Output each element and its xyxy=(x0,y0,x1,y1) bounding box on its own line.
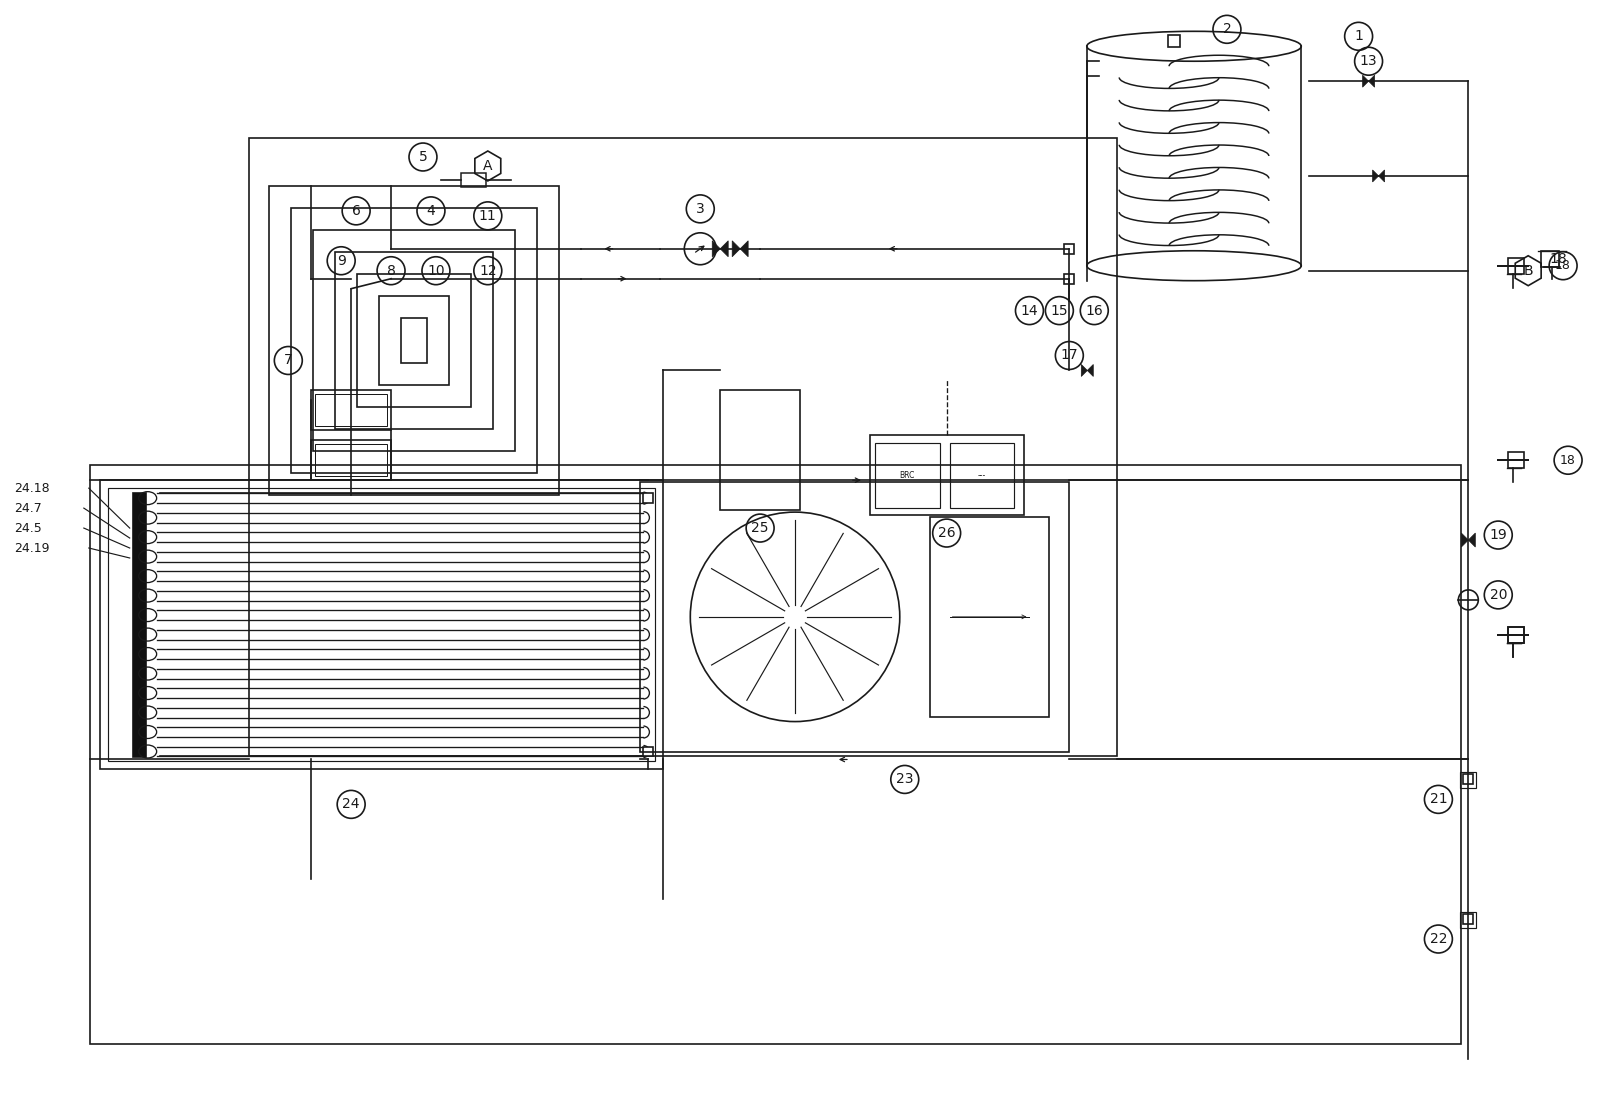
Bar xyxy=(401,317,427,364)
Text: 24.19: 24.19 xyxy=(15,542,50,554)
Polygon shape xyxy=(1372,170,1379,181)
Bar xyxy=(311,440,392,480)
Text: 16: 16 xyxy=(1086,304,1103,317)
Text: 7: 7 xyxy=(283,354,293,367)
Bar xyxy=(291,208,537,473)
Text: 3: 3 xyxy=(696,202,705,216)
Text: 11: 11 xyxy=(479,209,497,222)
Polygon shape xyxy=(1469,533,1476,547)
Bar xyxy=(1508,627,1524,643)
Bar xyxy=(100,480,663,770)
Text: 24.7: 24.7 xyxy=(15,502,42,514)
Polygon shape xyxy=(1362,75,1369,87)
Polygon shape xyxy=(1087,365,1094,376)
Bar xyxy=(1461,772,1476,789)
Text: ---: --- xyxy=(977,471,985,480)
Text: 13: 13 xyxy=(1359,54,1377,69)
Text: 5: 5 xyxy=(419,150,427,164)
Bar xyxy=(1463,774,1474,784)
Text: 1: 1 xyxy=(1354,29,1362,43)
Text: 10: 10 xyxy=(427,263,445,278)
Text: 8: 8 xyxy=(387,263,395,278)
Text: 18: 18 xyxy=(1555,259,1571,272)
Text: 24.18: 24.18 xyxy=(15,482,50,494)
Polygon shape xyxy=(733,241,739,257)
Bar xyxy=(91,466,1461,1044)
Bar xyxy=(930,518,1050,717)
Bar xyxy=(249,138,1116,757)
Bar xyxy=(131,492,146,758)
Bar xyxy=(314,230,515,451)
Bar xyxy=(1508,452,1524,468)
Text: B: B xyxy=(1524,263,1532,278)
Polygon shape xyxy=(720,241,728,257)
Bar xyxy=(1463,914,1474,925)
Bar xyxy=(644,493,654,503)
Text: A: A xyxy=(484,159,492,173)
Bar xyxy=(379,295,448,385)
Bar xyxy=(358,273,471,407)
Bar xyxy=(1065,273,1074,283)
Polygon shape xyxy=(1461,533,1469,547)
Bar xyxy=(1508,627,1524,643)
Bar xyxy=(870,436,1024,515)
Polygon shape xyxy=(1081,365,1087,376)
Bar xyxy=(875,444,940,508)
Bar xyxy=(720,390,799,510)
Polygon shape xyxy=(1369,75,1375,87)
Text: 18: 18 xyxy=(1550,252,1566,265)
Text: 2: 2 xyxy=(1223,22,1231,36)
Bar xyxy=(641,482,1069,751)
Bar xyxy=(1065,243,1074,253)
Bar xyxy=(1508,258,1524,273)
Text: 4: 4 xyxy=(427,204,435,218)
Polygon shape xyxy=(739,241,748,257)
Text: 21: 21 xyxy=(1430,792,1446,806)
Text: 14: 14 xyxy=(1021,304,1039,317)
Text: 23: 23 xyxy=(896,772,914,786)
Bar xyxy=(644,747,654,757)
Text: 19: 19 xyxy=(1490,528,1506,542)
Bar xyxy=(316,445,387,477)
Bar xyxy=(316,395,387,426)
Text: 12: 12 xyxy=(479,263,497,278)
Text: 24: 24 xyxy=(343,797,359,812)
Bar xyxy=(1168,35,1180,48)
Polygon shape xyxy=(1379,170,1385,181)
Polygon shape xyxy=(712,241,720,257)
Text: 9: 9 xyxy=(337,253,346,268)
Bar xyxy=(1461,912,1476,928)
Text: 15: 15 xyxy=(1050,304,1068,317)
Text: 22: 22 xyxy=(1430,932,1446,946)
Bar xyxy=(311,390,392,430)
Bar xyxy=(108,488,655,761)
Text: 26: 26 xyxy=(938,526,956,540)
Text: BRC: BRC xyxy=(900,471,914,480)
Text: 17: 17 xyxy=(1060,348,1078,363)
Bar xyxy=(461,173,485,187)
Text: 18: 18 xyxy=(1560,453,1576,467)
Bar xyxy=(335,252,493,429)
Text: 6: 6 xyxy=(351,204,361,218)
Text: 25: 25 xyxy=(751,521,769,535)
Bar xyxy=(1542,251,1560,267)
Text: 24.5: 24.5 xyxy=(15,522,42,534)
Bar xyxy=(269,186,558,495)
Text: 20: 20 xyxy=(1490,588,1506,602)
Bar xyxy=(950,444,1014,508)
